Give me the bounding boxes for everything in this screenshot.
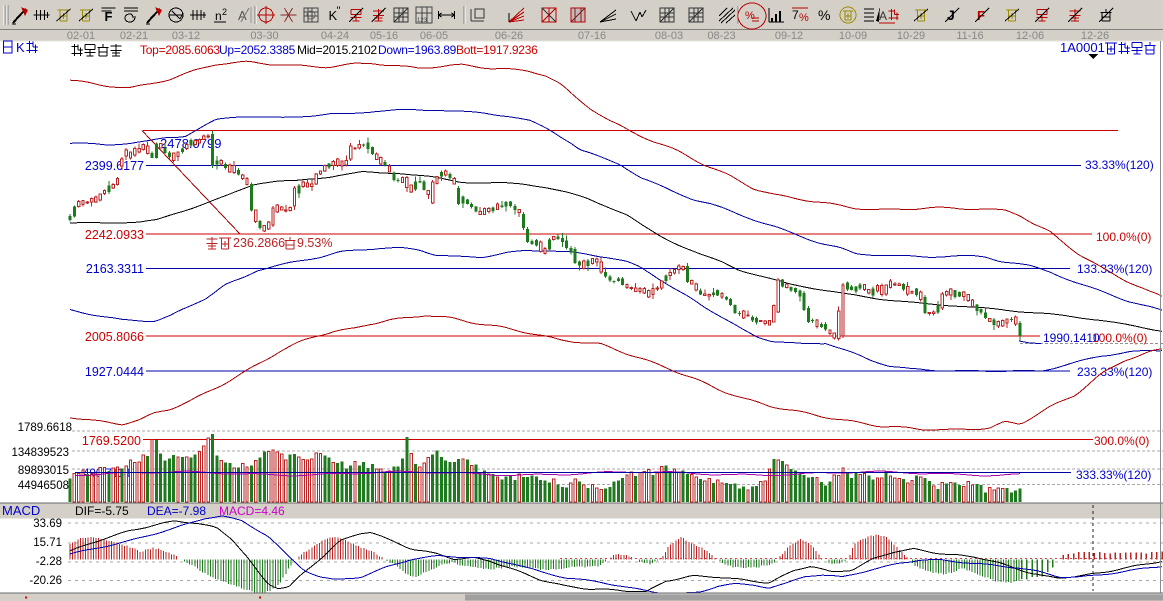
- svg-text:33.69: 33.69: [33, 518, 62, 530]
- svg-text:DEA=-7.98: DEA=-7.98: [147, 504, 206, 518]
- svg-text:1A0001: 1A0001: [1060, 40, 1105, 55]
- svg-text:%: %: [799, 12, 809, 24]
- svg-text:12-26: 12-26: [1081, 30, 1109, 42]
- svg-text:DIF=-5.75: DIF=-5.75: [75, 504, 129, 518]
- svg-text:2: 2: [222, 7, 227, 17]
- svg-text:333.33%(120): 333.33%(120): [1076, 468, 1151, 482]
- svg-text:03-12: 03-12: [172, 30, 200, 42]
- svg-text:Down=1963.89: Down=1963.89: [378, 43, 457, 57]
- svg-text:%: %: [818, 7, 830, 23]
- svg-text:89893015: 89893015: [18, 465, 69, 477]
- svg-text:44946508: 44946508: [18, 480, 69, 492]
- svg-text:11-16: 11-16: [956, 30, 983, 42]
- svg-text:1789.6618: 1789.6618: [18, 422, 72, 434]
- svg-text:08-03: 08-03: [655, 30, 683, 42]
- svg-text:": ": [337, 5, 341, 17]
- svg-text:08-23: 08-23: [707, 30, 735, 42]
- svg-text:1990.1410: 1990.1410: [1043, 331, 1100, 345]
- svg-text:n: n: [215, 9, 222, 23]
- svg-text:09-12: 09-12: [775, 30, 803, 42]
- svg-text:▪: ▪: [25, 593, 28, 601]
- svg-text:100.0%(0): 100.0%(0): [1096, 230, 1151, 244]
- svg-text:Mid=2015.2102: Mid=2015.2102: [297, 43, 377, 57]
- svg-text:1927.0444: 1927.0444: [85, 365, 144, 379]
- svg-text:Top=2085.6063: Top=2085.6063: [140, 43, 220, 57]
- svg-text:12-06: 12-06: [1016, 30, 1044, 42]
- svg-text:123: 123: [417, 18, 428, 24]
- svg-text:A: A: [879, 9, 887, 23]
- svg-text:-2.28: -2.28: [36, 556, 62, 568]
- svg-text:134839523: 134839523: [11, 447, 69, 459]
- svg-text:J: J: [947, 7, 955, 23]
- svg-text:MACD=4.46: MACD=4.46: [219, 504, 285, 518]
- svg-text:2005.8066: 2005.8066: [85, 330, 144, 344]
- svg-text:06-05: 06-05: [420, 30, 448, 42]
- svg-text:04-24: 04-24: [321, 30, 349, 42]
- svg-text:2242.0933: 2242.0933: [85, 228, 144, 242]
- svg-text:07-16: 07-16: [578, 30, 606, 42]
- svg-text:%: %: [745, 10, 755, 22]
- svg-text:Up=2052.3385: Up=2052.3385: [219, 43, 296, 57]
- svg-text:9.53%: 9.53%: [297, 236, 332, 250]
- svg-text:2163.3311: 2163.3311: [86, 262, 144, 276]
- svg-text:K: K: [329, 8, 338, 23]
- svg-text:1769.5200: 1769.5200: [82, 434, 141, 448]
- svg-text:03-30: 03-30: [250, 30, 278, 42]
- svg-text:233.33%(120): 233.33%(120): [1077, 365, 1152, 379]
- svg-text:15.71: 15.71: [33, 537, 62, 549]
- svg-text:-20.26: -20.26: [29, 575, 62, 587]
- svg-text:Bott=1917.9236: Bott=1917.9236: [456, 43, 538, 57]
- svg-text:F: F: [105, 9, 113, 24]
- svg-text:300.0%(0): 300.0%(0): [1094, 434, 1149, 448]
- svg-text:02-21: 02-21: [120, 30, 148, 42]
- svg-text:100.0%(0): 100.0%(0): [1092, 331, 1147, 345]
- svg-text:K: K: [16, 40, 25, 55]
- svg-text:06-26: 06-26: [495, 30, 523, 42]
- svg-text:MACD: MACD: [2, 503, 40, 518]
- svg-text:05-16: 05-16: [370, 30, 398, 42]
- svg-text:10-29: 10-29: [897, 30, 925, 42]
- svg-text:2399.6177: 2399.6177: [85, 159, 144, 173]
- svg-text:10-09: 10-09: [839, 30, 867, 42]
- svg-text:▪: ▪: [259, 593, 262, 601]
- svg-text:133.33%(120): 133.33%(120): [1077, 262, 1152, 276]
- svg-text:02-01: 02-01: [67, 30, 95, 42]
- svg-text:236.2866: 236.2866: [233, 236, 285, 250]
- svg-text:33.33%(120): 33.33%(120): [1085, 158, 1154, 172]
- svg-text:7: 7: [792, 8, 799, 22]
- svg-text:A: A: [238, 8, 247, 23]
